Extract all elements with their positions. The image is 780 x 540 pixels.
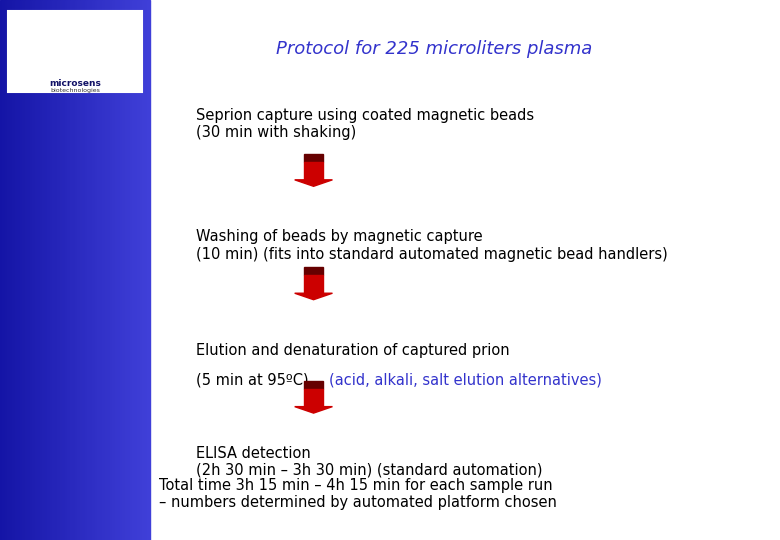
Bar — [37, 0, 41, 540]
Bar — [107, 0, 111, 540]
Bar — [67, 0, 70, 540]
Polygon shape — [304, 154, 323, 162]
Bar — [110, 0, 113, 540]
Bar — [87, 0, 90, 540]
Bar — [115, 0, 118, 540]
Bar — [112, 0, 115, 540]
Bar — [12, 0, 16, 540]
Bar — [33, 0, 36, 540]
Bar — [20, 0, 23, 540]
Bar — [102, 0, 105, 540]
Polygon shape — [295, 293, 332, 300]
Bar — [105, 0, 108, 540]
Bar — [25, 0, 28, 540]
Bar — [60, 0, 63, 540]
Bar — [94, 0, 98, 540]
Bar — [137, 0, 140, 540]
Bar — [15, 0, 18, 540]
Bar — [75, 0, 78, 540]
Text: ELISA detection
(2h 30 min – 3h 30 min) (standard automation): ELISA detection (2h 30 min – 3h 30 min) … — [197, 446, 543, 478]
Bar — [65, 0, 68, 540]
Bar — [8, 11, 142, 92]
Bar — [2, 0, 5, 540]
Text: (5 min at 95ºC): (5 min at 95ºC) — [197, 373, 314, 388]
Bar — [35, 0, 38, 540]
Polygon shape — [304, 389, 323, 407]
Bar — [92, 0, 95, 540]
Bar — [42, 0, 46, 540]
Bar — [129, 0, 133, 540]
Bar — [80, 0, 83, 540]
Bar — [30, 0, 34, 540]
Text: biotechnologies: biotechnologies — [51, 87, 101, 93]
Bar — [40, 0, 43, 540]
Bar — [82, 0, 86, 540]
Text: μ: μ — [62, 38, 90, 76]
Bar — [50, 0, 53, 540]
Bar — [147, 0, 151, 540]
Bar — [90, 0, 93, 540]
Bar — [55, 0, 58, 540]
Text: Washing of beads by magnetic capture
(10 min) (fits into standard automated magn: Washing of beads by magnetic capture (10… — [197, 230, 668, 262]
Polygon shape — [304, 162, 323, 180]
Bar — [140, 0, 143, 540]
Bar — [58, 0, 61, 540]
Bar — [73, 0, 76, 540]
Bar — [98, 0, 101, 540]
Bar — [52, 0, 55, 540]
Bar — [45, 0, 48, 540]
Bar — [17, 0, 21, 540]
Text: Total time 3h 15 min – 4h 15 min for each sample run
– numbers determined by aut: Total time 3h 15 min – 4h 15 min for eac… — [158, 478, 557, 510]
Text: (acid, alkali, salt elution alternatives): (acid, alkali, salt elution alternatives… — [328, 373, 601, 388]
Bar — [100, 0, 103, 540]
Text: Protocol for 225 microliters plasma: Protocol for 225 microliters plasma — [276, 39, 593, 58]
Bar — [10, 0, 13, 540]
Bar — [127, 0, 130, 540]
Bar — [144, 0, 148, 540]
Bar — [122, 0, 126, 540]
Bar — [119, 0, 123, 540]
Bar — [48, 0, 51, 540]
Bar — [27, 0, 30, 540]
Bar — [8, 0, 11, 540]
Polygon shape — [304, 275, 323, 293]
Bar — [0, 0, 3, 540]
Bar — [5, 0, 9, 540]
Bar — [117, 0, 120, 540]
Polygon shape — [304, 381, 323, 389]
Bar — [62, 0, 66, 540]
Bar — [125, 0, 128, 540]
Bar — [135, 0, 138, 540]
Bar — [132, 0, 136, 540]
Text: Elution and denaturation of captured prion: Elution and denaturation of captured pri… — [197, 343, 510, 358]
Bar — [142, 0, 145, 540]
Polygon shape — [295, 407, 332, 413]
Bar — [23, 0, 26, 540]
Polygon shape — [295, 180, 332, 186]
Polygon shape — [304, 267, 323, 275]
Text: microsens: microsens — [50, 79, 101, 88]
Bar — [85, 0, 88, 540]
Bar — [77, 0, 80, 540]
Bar — [70, 0, 73, 540]
Text: Seprion capture using coated magnetic beads
(30 min with shaking): Seprion capture using coated magnetic be… — [197, 108, 534, 140]
